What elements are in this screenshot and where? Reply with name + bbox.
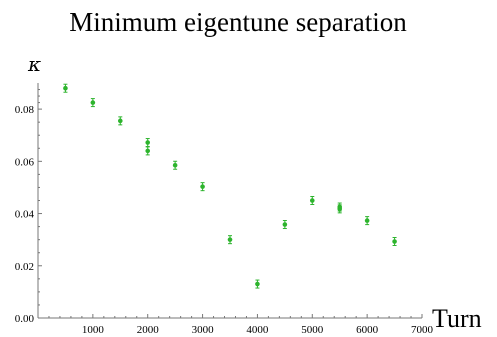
- y-tick-label: 0.00: [15, 313, 35, 325]
- x-tick-label: 7000: [411, 324, 434, 336]
- y-tick-label: 0.08: [15, 104, 35, 116]
- y-axis-label: κ: [27, 52, 41, 76]
- data-point: [145, 138, 151, 148]
- data-point: [282, 220, 288, 230]
- data-point: [255, 279, 260, 289]
- point-marker: [145, 140, 151, 145]
- point-marker: [172, 162, 178, 168]
- data-points: [63, 83, 397, 289]
- point-marker: [255, 281, 260, 287]
- x-tick-label: 4000: [246, 324, 269, 336]
- x-ticks: 1000 2000 3000 4000 5000 6000 7000: [37, 314, 434, 336]
- data-point: [392, 236, 397, 246]
- y-tick-label: 0.02: [15, 261, 34, 273]
- point-marker: [309, 198, 315, 203]
- point-marker: [392, 239, 397, 244]
- data-point: [364, 216, 370, 226]
- data-point: [117, 116, 123, 126]
- x-axis-label: Turn: [432, 304, 482, 333]
- x-tick-label: 3000: [192, 324, 215, 336]
- y-tick-label: 0.04: [15, 209, 35, 221]
- point-marker: [227, 237, 233, 242]
- data-point: [200, 182, 205, 192]
- data-point: [145, 146, 151, 156]
- data-point: [63, 83, 68, 93]
- y-tick-label: 0.06: [15, 156, 35, 168]
- point-marker: [200, 184, 205, 189]
- data-point: [309, 196, 315, 205]
- point-marker: [364, 218, 370, 223]
- x-tick-label: 1000: [82, 324, 105, 336]
- y-ticks: 0.00 0.02 0.04 0.06 0.08: [15, 89, 42, 325]
- data-point: [337, 204, 343, 214]
- x-tick-label: 5000: [301, 324, 324, 336]
- point-marker: [63, 85, 68, 91]
- point-marker: [90, 100, 96, 105]
- x-tick-label: 6000: [356, 324, 379, 336]
- x-tick-label: 2000: [137, 324, 160, 336]
- chart-title: Minimum eigentune separation: [69, 7, 407, 37]
- point-marker: [145, 148, 151, 154]
- point-marker: [282, 222, 288, 227]
- point-marker: [117, 118, 123, 124]
- data-point: [90, 98, 96, 108]
- point-marker: [337, 206, 343, 212]
- data-point: [172, 160, 178, 170]
- data-point: [227, 235, 233, 245]
